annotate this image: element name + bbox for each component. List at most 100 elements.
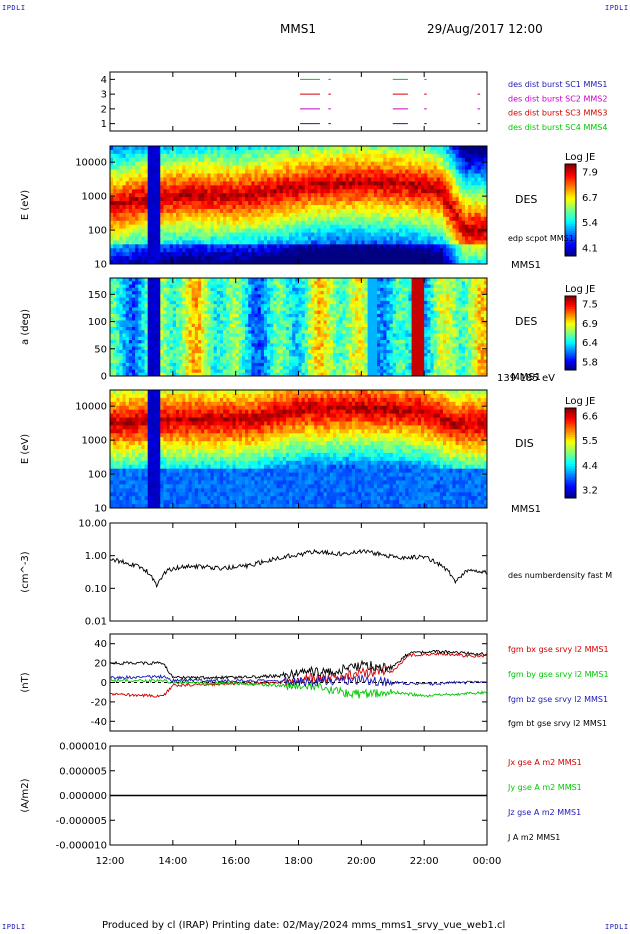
spectrogram-cell xyxy=(128,240,133,245)
spectrogram-cell xyxy=(439,252,444,257)
spectrogram-cell xyxy=(238,157,243,163)
spectrogram-cell xyxy=(131,201,136,206)
spectrogram-cell xyxy=(229,181,233,186)
spectrogram-cell xyxy=(245,165,249,170)
spectrogram-cell xyxy=(185,201,189,206)
spectrogram-cell xyxy=(213,260,218,265)
spectrogram-cell xyxy=(238,260,243,265)
spectrogram-cell xyxy=(245,244,249,249)
spectrogram-cell xyxy=(358,173,362,178)
spectrogram-cell xyxy=(351,169,356,174)
spectrogram-cell xyxy=(147,236,152,241)
y-tick-label-des-energy: 100 xyxy=(88,226,107,237)
spectrogram-cell xyxy=(175,349,180,354)
spectrogram-cell xyxy=(317,185,321,190)
spectrogram-cell xyxy=(389,149,394,155)
spectrogram-cell xyxy=(175,340,180,344)
spectrogram-cell xyxy=(254,252,259,257)
spectrogram-cell xyxy=(392,161,397,167)
spectrogram-cell xyxy=(191,260,196,265)
spectrogram-cell xyxy=(342,244,347,249)
spectrogram-cell xyxy=(270,169,274,174)
spectrogram-cell xyxy=(188,256,193,261)
spectrogram-cell xyxy=(465,248,469,253)
spectrogram-cell xyxy=(213,248,218,253)
spectrogram-cell xyxy=(116,359,120,364)
spectrogram-cell xyxy=(373,153,378,159)
spectrogram-cell xyxy=(377,240,381,245)
spectrogram-cell xyxy=(323,244,328,249)
spectrogram-cell xyxy=(188,248,193,253)
spectrogram-cell xyxy=(317,216,321,222)
colorbar-swatch xyxy=(565,226,576,229)
spectrogram-cell xyxy=(175,284,180,289)
spectrogram-cell xyxy=(144,173,149,178)
colorbar-tick-label-des-energy: 4.1 xyxy=(582,244,598,255)
spectrogram-cell xyxy=(201,300,205,305)
spectrogram-cell xyxy=(185,205,189,210)
spectrogram-cell xyxy=(295,149,299,155)
spectrogram-cell xyxy=(370,212,375,218)
spectrogram-cell xyxy=(424,252,428,257)
spectrogram-cell xyxy=(446,177,450,182)
spectrogram-cell xyxy=(110,343,114,347)
spectrogram-cell xyxy=(141,201,145,206)
spectrogram-cell xyxy=(345,252,350,257)
spectrogram-cell xyxy=(147,161,152,167)
spectrogram-cell xyxy=(197,181,202,186)
spectrogram-cell xyxy=(197,256,202,261)
spectrogram-cell xyxy=(483,248,488,253)
spectrogram-cell xyxy=(175,369,180,374)
spectrogram-cell xyxy=(175,317,180,321)
spectrogram-cell xyxy=(417,153,422,159)
spectrogram-cell xyxy=(144,189,149,194)
spectrogram-cell xyxy=(160,228,164,233)
spectrogram-cell xyxy=(119,369,123,374)
spectrogram-cell xyxy=(169,146,174,151)
spectrogram-cell xyxy=(116,165,120,170)
spectrogram-cell xyxy=(122,278,127,282)
spectrogram-cell xyxy=(417,205,422,210)
spectrogram-cell xyxy=(163,333,167,338)
spectrogram-cell xyxy=(160,343,164,347)
spectrogram-cell xyxy=(194,327,199,331)
spectrogram-cell xyxy=(282,205,287,210)
spectrogram-cell xyxy=(210,146,215,151)
spectrogram-cell xyxy=(263,232,268,237)
spectrogram-cell xyxy=(417,216,422,222)
spectrogram-cell xyxy=(229,336,233,341)
spectrogram-cell xyxy=(279,260,284,265)
spectrogram-cell xyxy=(210,349,215,354)
y-tick-label-burst: 1 xyxy=(101,119,107,130)
spectrogram-cell xyxy=(295,185,299,190)
spectrogram-cell xyxy=(135,161,139,167)
spectrogram-cell xyxy=(326,161,331,167)
spectrogram-cell xyxy=(452,244,456,249)
spectrogram-cell xyxy=(223,220,227,226)
spectrogram-cell xyxy=(373,169,378,174)
spectrogram-cell xyxy=(480,157,485,163)
spectrogram-cell xyxy=(160,287,164,292)
spectrogram-cell xyxy=(402,220,406,226)
spectrogram-cell xyxy=(251,252,255,257)
spectrogram-cell xyxy=(348,153,353,159)
spectrogram-cell xyxy=(153,153,158,159)
spectrogram-cell xyxy=(163,362,167,367)
spectrogram-cell xyxy=(361,244,365,249)
spectrogram-cell xyxy=(248,197,252,202)
spectrogram-cell xyxy=(110,212,114,218)
spectrogram-cell xyxy=(210,224,215,229)
spectrogram-cell xyxy=(194,336,199,341)
spectrogram-cell xyxy=(219,340,224,344)
spectrogram-cell xyxy=(254,153,259,159)
spectrogram-cell xyxy=(210,205,215,210)
spectrogram-cell xyxy=(197,157,202,163)
spectrogram-cell xyxy=(191,343,196,347)
spectrogram-cell xyxy=(175,333,180,338)
spectrogram-cell xyxy=(172,349,177,354)
spectrogram-cell xyxy=(229,149,233,155)
spectrogram-cell xyxy=(273,189,277,194)
y-tick-label-burst: 4 xyxy=(101,75,107,86)
spectrogram-cell xyxy=(194,252,199,257)
spectrogram-cell xyxy=(279,157,284,163)
